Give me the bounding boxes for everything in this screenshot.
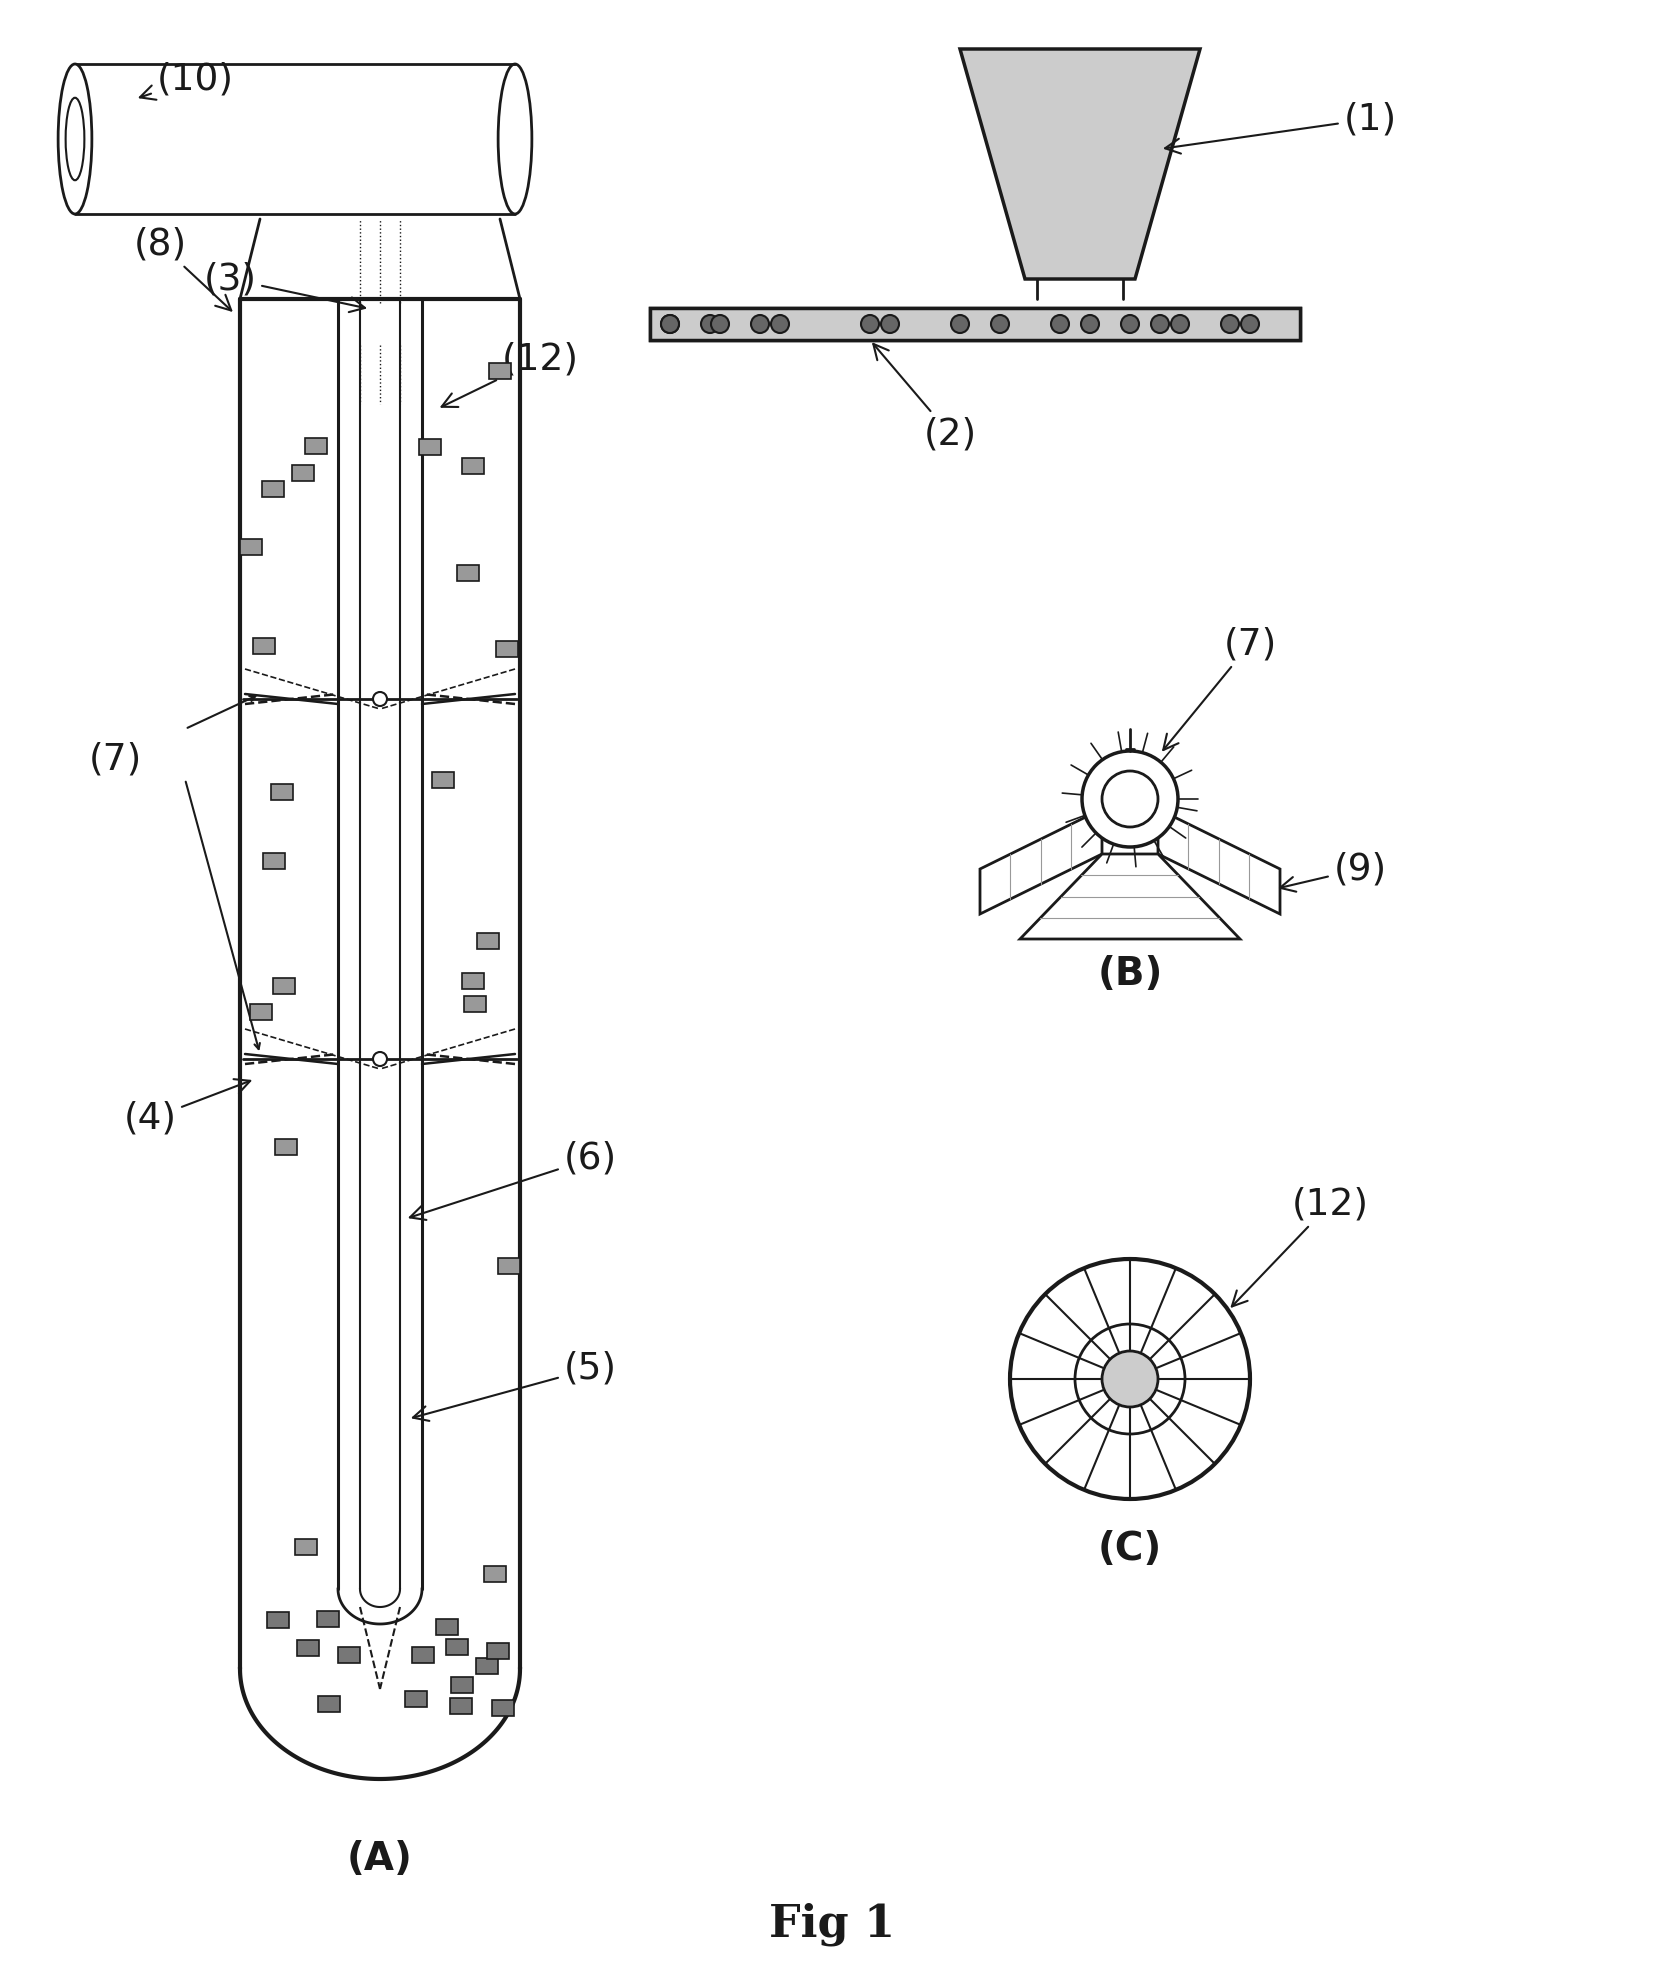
Bar <box>446 1639 468 1654</box>
Bar <box>649 309 1300 340</box>
Circle shape <box>860 315 879 332</box>
Circle shape <box>1075 1324 1185 1435</box>
Bar <box>338 1647 359 1662</box>
Bar <box>250 1005 271 1021</box>
Bar <box>316 1611 339 1627</box>
Bar <box>263 481 285 497</box>
Bar <box>456 564 478 580</box>
Text: (12): (12) <box>441 340 577 408</box>
Bar <box>296 1641 319 1656</box>
Circle shape <box>373 1053 386 1067</box>
Circle shape <box>1082 750 1178 847</box>
Circle shape <box>1220 315 1238 332</box>
Text: (2): (2) <box>874 344 977 451</box>
Bar <box>649 309 1300 340</box>
Bar <box>411 1647 434 1662</box>
Circle shape <box>661 315 679 332</box>
Text: (B): (B) <box>1097 956 1161 993</box>
Bar <box>476 1658 498 1674</box>
Bar <box>463 457 484 473</box>
Polygon shape <box>960 49 1200 279</box>
Circle shape <box>661 315 679 332</box>
Circle shape <box>701 315 719 332</box>
Circle shape <box>1080 315 1098 332</box>
Text: (7): (7) <box>88 740 141 778</box>
Text: (12): (12) <box>1231 1185 1368 1306</box>
Circle shape <box>950 315 968 332</box>
Text: (7): (7) <box>1163 625 1276 750</box>
Circle shape <box>1240 315 1258 332</box>
Bar <box>483 1565 506 1581</box>
Bar <box>404 1690 428 1706</box>
Circle shape <box>1102 1352 1156 1407</box>
Polygon shape <box>980 809 1102 914</box>
Text: (6): (6) <box>409 1142 616 1219</box>
Circle shape <box>1120 315 1138 332</box>
Polygon shape <box>1020 855 1240 938</box>
Bar <box>273 978 295 993</box>
Text: Fig 1: Fig 1 <box>769 1902 895 1945</box>
Bar <box>433 772 454 788</box>
Circle shape <box>990 315 1008 332</box>
Bar <box>491 1700 514 1716</box>
Text: (5): (5) <box>413 1352 616 1421</box>
Bar <box>496 641 518 657</box>
Circle shape <box>711 315 729 332</box>
Bar <box>318 1696 339 1712</box>
Bar <box>275 1140 298 1156</box>
Text: (3): (3) <box>203 261 364 313</box>
Bar <box>436 1619 458 1635</box>
Bar <box>498 1259 519 1274</box>
Circle shape <box>1150 315 1168 332</box>
Bar <box>263 853 285 869</box>
Bar <box>449 1698 473 1714</box>
Bar <box>461 974 484 990</box>
Polygon shape <box>960 49 1200 279</box>
Bar <box>268 1611 290 1627</box>
Text: (A): (A) <box>346 1840 413 1878</box>
Circle shape <box>750 315 769 332</box>
Bar <box>253 637 275 653</box>
Circle shape <box>373 693 386 707</box>
Circle shape <box>1010 1259 1250 1498</box>
Ellipse shape <box>65 97 85 180</box>
Ellipse shape <box>58 63 92 214</box>
Bar <box>305 437 326 453</box>
Bar <box>489 362 511 378</box>
Text: (4): (4) <box>123 1079 250 1138</box>
Text: (1): (1) <box>1165 101 1396 154</box>
Circle shape <box>770 315 789 332</box>
Bar <box>451 1676 473 1692</box>
Bar <box>419 439 441 455</box>
Polygon shape <box>1156 809 1280 914</box>
Text: (8): (8) <box>133 226 231 311</box>
Bar <box>476 934 499 950</box>
Bar <box>271 784 293 800</box>
Circle shape <box>880 315 899 332</box>
Text: (C): (C) <box>1097 1530 1161 1567</box>
Circle shape <box>1102 772 1156 827</box>
Text: (10): (10) <box>140 61 233 99</box>
Bar <box>240 540 263 556</box>
Text: (9): (9) <box>1280 851 1386 893</box>
Bar <box>488 1643 509 1658</box>
Circle shape <box>1050 315 1068 332</box>
Circle shape <box>1170 315 1188 332</box>
Ellipse shape <box>498 63 531 214</box>
Bar <box>464 995 486 1013</box>
Bar <box>295 1540 318 1555</box>
Bar <box>291 465 313 481</box>
